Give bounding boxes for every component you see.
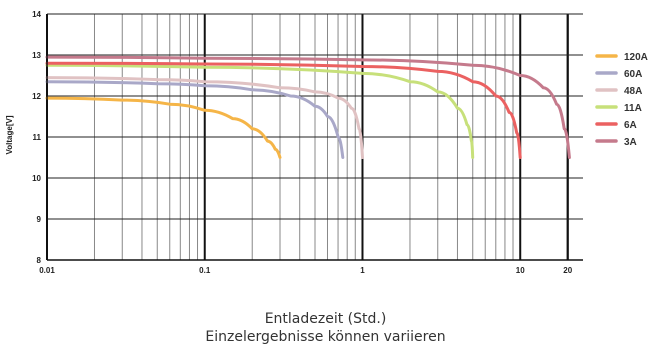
series-line-120A <box>45 96 282 159</box>
legend-label: 48A <box>624 86 642 97</box>
legend-label: 120A <box>624 52 648 63</box>
legend-label: 6A <box>624 120 637 131</box>
x-tick-label: 0.1 <box>199 266 211 275</box>
grid-lines <box>46 13 583 261</box>
legend-label: 11A <box>624 103 642 114</box>
y-tick-label: 13 <box>32 51 41 60</box>
legend-label: 3A <box>624 137 637 148</box>
x-tick-label: 10 <box>516 266 525 275</box>
y-tick-label: 9 <box>37 215 42 224</box>
y-tick-label: 11 <box>33 133 42 142</box>
y-tick-label: 10 <box>32 174 41 183</box>
x-tick-label: 20 <box>563 266 572 275</box>
series-line-48A <box>45 76 364 159</box>
y-tick-label: 14 <box>32 10 41 19</box>
series-line-60A <box>45 80 345 159</box>
series-lines <box>45 55 571 159</box>
series-line-3A <box>45 55 571 159</box>
axes <box>46 14 583 261</box>
series-line-11A <box>45 63 475 159</box>
y-tick-label: 8 <box>37 256 42 265</box>
x-axis-caption: Entladezeit (Std.) <box>264 311 387 327</box>
legend: 120A 60A 48A 11A 6A 3A <box>595 52 648 148</box>
y-tick-labels: 8 9 10 11 12 13 14 <box>32 10 41 265</box>
y-axis-label: Voltage[V] <box>5 115 14 154</box>
x-tick-labels: 0.01 0.1 1 10 20 <box>39 266 572 275</box>
x-tick-label: 1 <box>360 266 365 275</box>
discharge-chart: 8 9 10 11 12 13 14 0.01 0.1 1 10 20 Voltage[V] 120… <box>5 10 648 275</box>
x-tick-label: 0.01 <box>39 266 55 275</box>
legend-label: 60A <box>624 69 642 80</box>
y-tick-label: 12 <box>32 92 41 101</box>
series-line-6A <box>45 61 522 159</box>
note-caption: Einzelergebnisse können variieren <box>205 329 446 345</box>
